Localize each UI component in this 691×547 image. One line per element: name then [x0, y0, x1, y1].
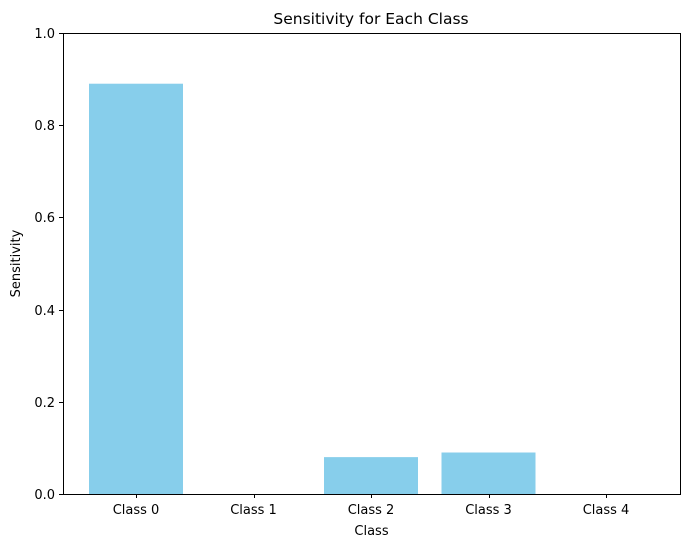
- y-axis-label: Sensitivity: [9, 229, 24, 297]
- y-tick-label: 0.4: [34, 304, 55, 319]
- bars-group: [89, 83, 536, 495]
- x-tick-label: Class 3: [465, 503, 512, 518]
- y-tick-label: 0.8: [34, 119, 55, 134]
- x-axis-label: Class: [354, 524, 388, 539]
- y-tick-label: 0.6: [34, 211, 55, 226]
- bar-class-2: [324, 457, 418, 494]
- y-axis-ticks: 0.0 0.2 0.4 0.6 0.8 1.0: [34, 27, 63, 503]
- chart-title: Sensitivity for Each Class: [273, 10, 468, 28]
- bar-class-0: [89, 83, 183, 495]
- y-tick-label: 1.0: [34, 27, 55, 42]
- x-tick-label: Class 0: [113, 503, 160, 518]
- x-tick-label: Class 4: [583, 503, 630, 518]
- x-tick-label: Class 1: [230, 503, 277, 518]
- bar-class-3: [441, 452, 536, 494]
- x-axis-ticks: Class 0 Class 1 Class 2 Class 3 Class 4: [113, 494, 630, 518]
- y-tick-label: 0.0: [34, 488, 55, 503]
- y-tick-label: 0.2: [34, 396, 55, 411]
- x-tick-label: Class 2: [348, 503, 395, 518]
- plot-frame: [63, 33, 681, 495]
